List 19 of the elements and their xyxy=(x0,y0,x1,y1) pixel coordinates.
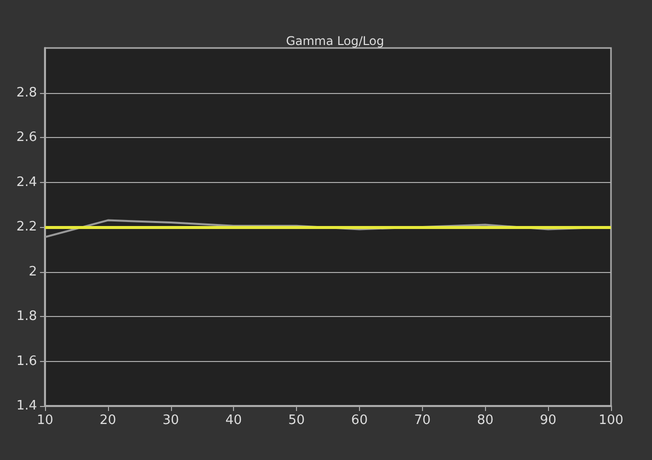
y-tick-label: 2.6 xyxy=(16,130,37,145)
y-tick-label: 1.4 xyxy=(16,398,37,414)
x-tick-label: 20 xyxy=(100,413,116,428)
x-tick-label: 90 xyxy=(540,413,556,428)
x-tick-label: 30 xyxy=(162,413,180,428)
y-tick-label: 1.8 xyxy=(16,309,37,324)
x-tick-label: 40 xyxy=(225,413,242,428)
x-tick-label: 80 xyxy=(476,413,494,428)
x-tick-label: 100 xyxy=(598,413,624,428)
y-tick-label: 2 xyxy=(28,264,37,280)
y-tick-label: 1.6 xyxy=(16,354,37,369)
y-tick-label: 2.8 xyxy=(16,85,37,100)
y-tick-label: 2.2 xyxy=(16,220,37,234)
x-tick-label: 10 xyxy=(36,413,54,428)
x-tick-label: 70 xyxy=(414,413,431,428)
x-tick-label: 50 xyxy=(288,413,305,428)
x-tick-label: 60 xyxy=(351,413,368,428)
y-tick-label: 2.4 xyxy=(16,174,37,190)
chart-title: Gamma Log/Log xyxy=(286,34,384,48)
